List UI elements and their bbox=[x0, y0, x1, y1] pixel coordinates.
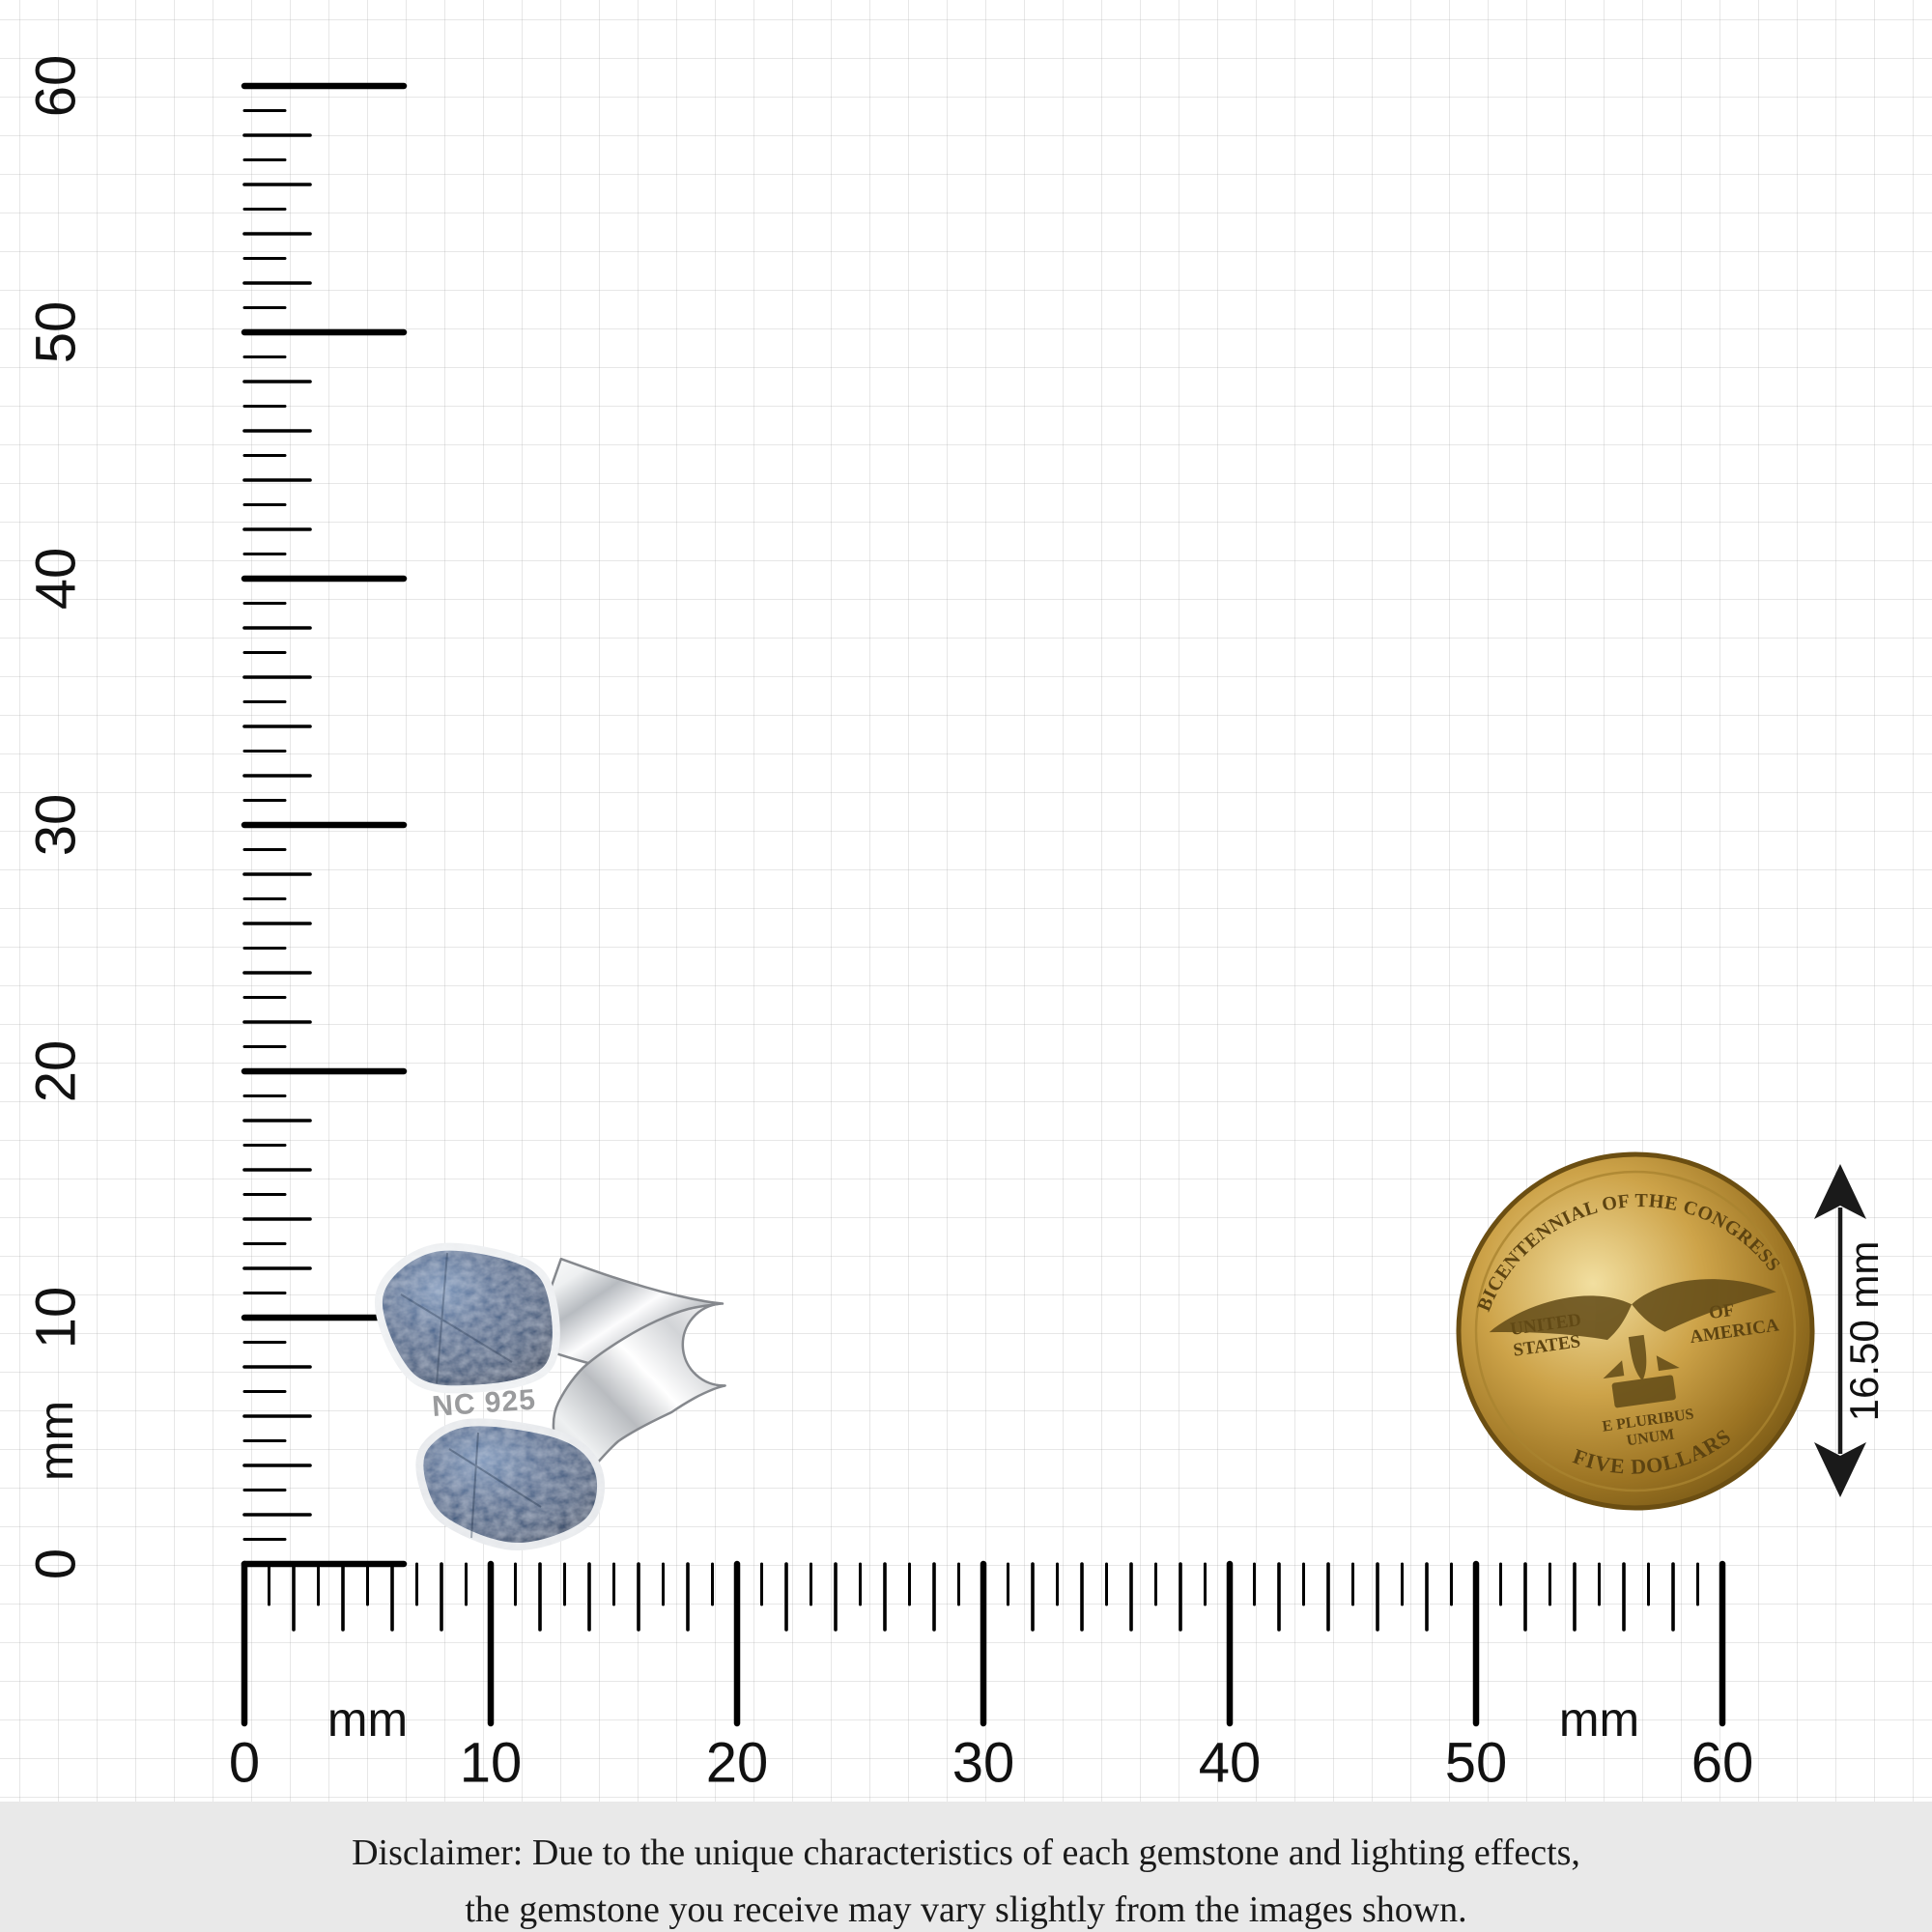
svg-text:16.50 mm: 16.50 mm bbox=[1841, 1241, 1887, 1422]
